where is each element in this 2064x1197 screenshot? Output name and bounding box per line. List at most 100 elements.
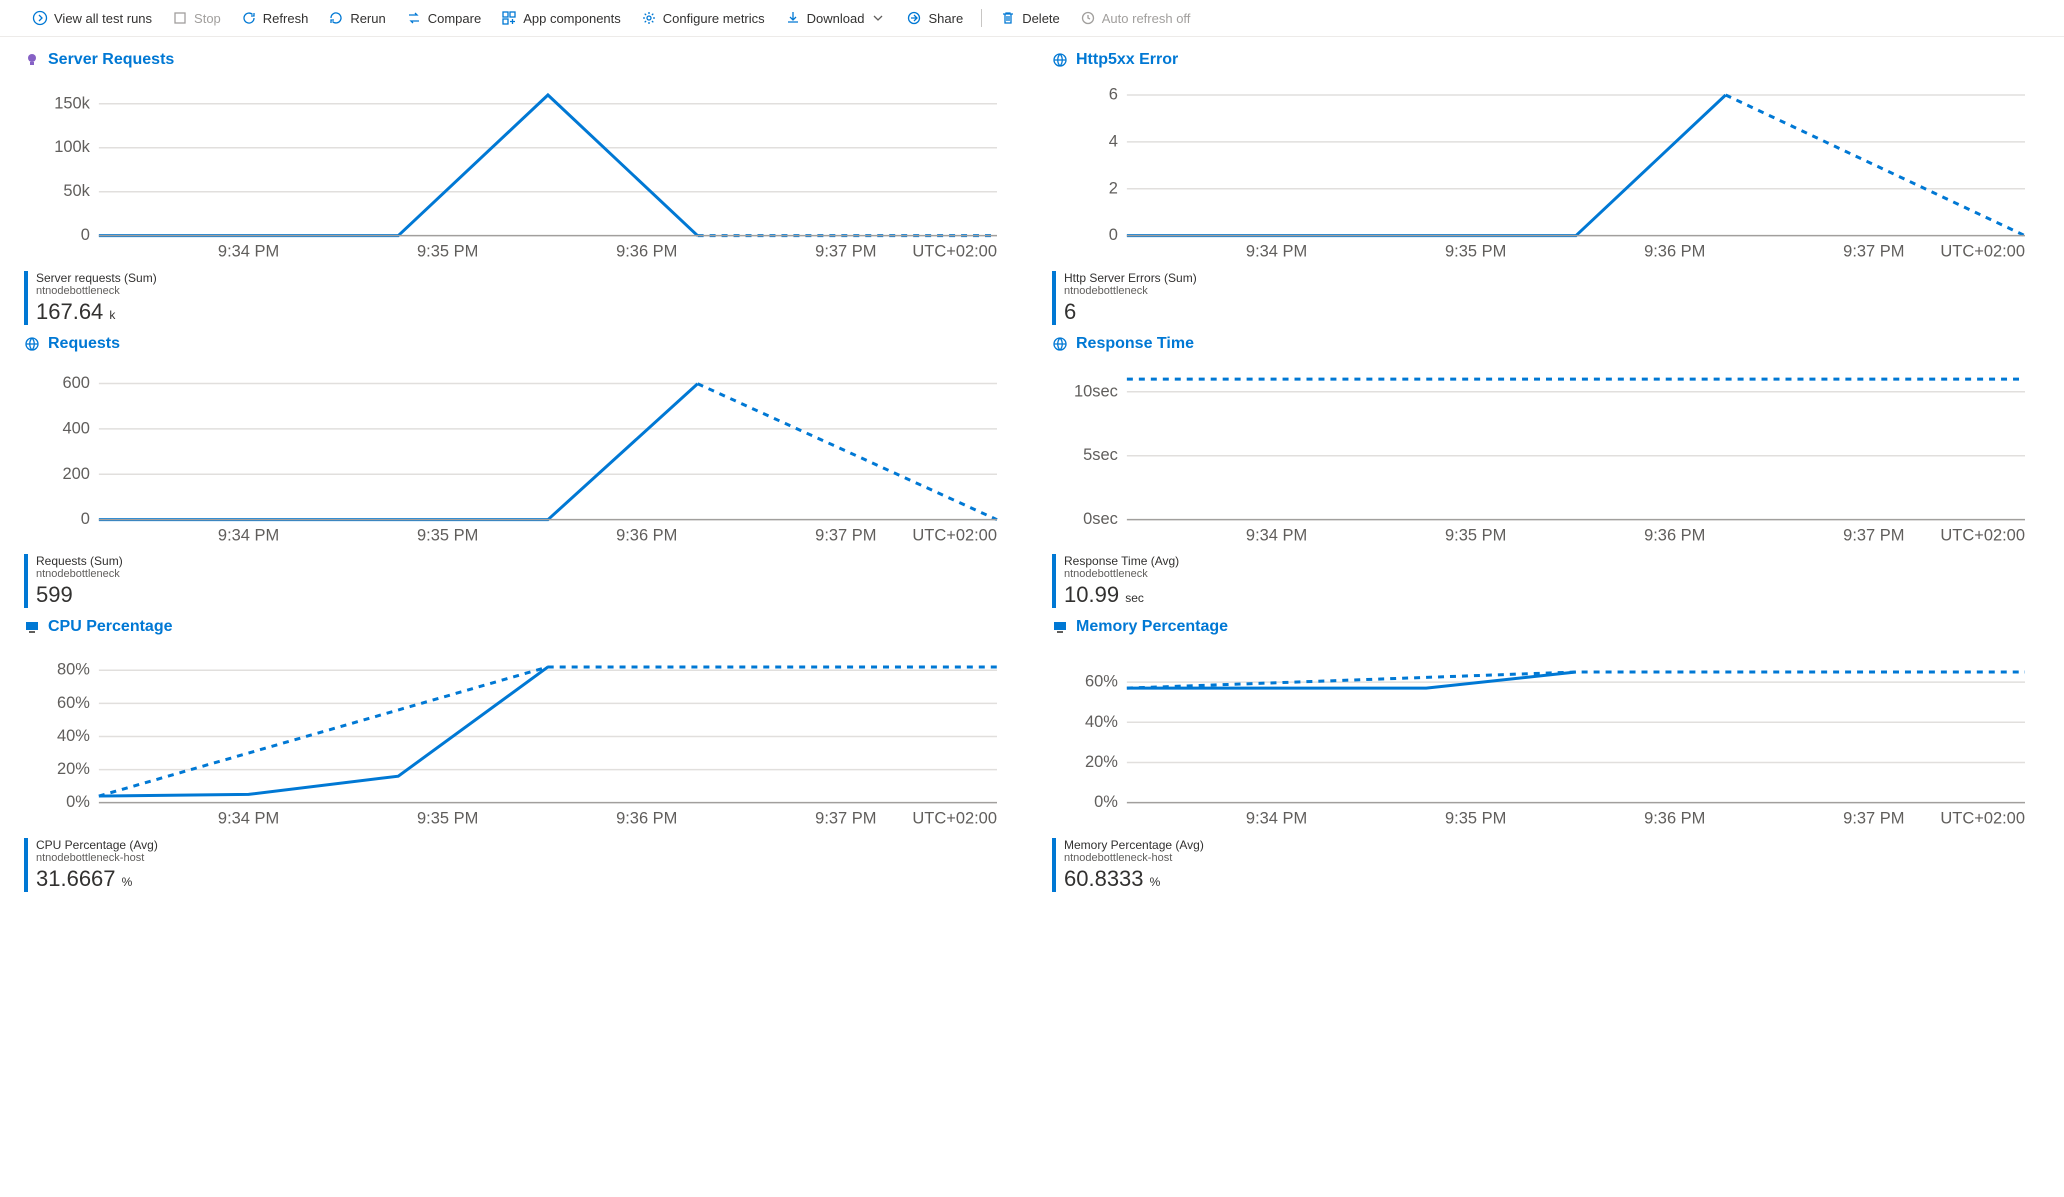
panel-header: Response Time (1052, 335, 2040, 353)
button-label: Refresh (263, 11, 309, 26)
svg-text:9:37 PM: 9:37 PM (815, 526, 876, 544)
compare-button[interactable]: Compare (398, 4, 489, 32)
panel-title[interactable]: Http5xx Error (1076, 51, 1178, 69)
delete-icon (1000, 10, 1016, 26)
metric-block: Requests (Sum)ntnodebottleneck 599 (24, 554, 1012, 608)
stop-button: Stop (164, 4, 229, 32)
svg-text:4: 4 (1109, 132, 1118, 150)
svg-text:9:37 PM: 9:37 PM (1843, 810, 1904, 828)
compare-icon (406, 10, 422, 26)
metric-name: Server requests (Sum) (36, 271, 157, 285)
metric-accent-bar (1052, 554, 1056, 608)
metric-source: ntnodebottleneck (1064, 285, 1197, 297)
toolbar: View all test runsStop Refresh Rerun Compar… (0, 0, 2064, 37)
metric-unit: % (122, 875, 133, 889)
svg-text:UTC+02:00: UTC+02:00 (1940, 526, 2025, 544)
share-button[interactable]: Share (898, 4, 971, 32)
svg-text:9:37 PM: 9:37 PM (815, 810, 876, 828)
button-label: Configure metrics (663, 11, 765, 26)
svg-text:6: 6 (1109, 85, 1118, 103)
metric-value: 6 (1064, 299, 1197, 325)
rerun-icon (328, 10, 344, 26)
metric-unit: % (1150, 875, 1161, 889)
svg-text:9:34 PM: 9:34 PM (1246, 243, 1307, 261)
globe-icon (1052, 52, 1068, 68)
svg-text:9:36 PM: 9:36 PM (1644, 526, 1705, 544)
svg-text:9:37 PM: 9:37 PM (1843, 243, 1904, 261)
metric-name: Http Server Errors (Sum) (1064, 271, 1197, 285)
rerun-button[interactable]: Rerun (320, 4, 393, 32)
share-icon (906, 10, 922, 26)
svg-text:9:35 PM: 9:35 PM (417, 526, 478, 544)
globe-icon (1052, 336, 1068, 352)
svg-text:0sec: 0sec (1083, 510, 1118, 528)
metric-block: Http Server Errors (Sum)ntnodebottleneck… (1052, 271, 2040, 325)
svg-text:0%: 0% (66, 793, 90, 811)
panel-title[interactable]: CPU Percentage (48, 618, 173, 636)
svg-text:UTC+02:00: UTC+02:00 (1940, 810, 2025, 828)
panel-title[interactable]: Server Requests (48, 51, 174, 69)
svg-text:9:35 PM: 9:35 PM (1445, 810, 1506, 828)
svg-text:9:35 PM: 9:35 PM (417, 810, 478, 828)
svg-text:5sec: 5sec (1083, 446, 1118, 464)
svg-text:0: 0 (81, 510, 90, 528)
panel-title[interactable]: Memory Percentage (1076, 618, 1228, 636)
panel-header: Requests (24, 335, 1012, 353)
svg-text:60%: 60% (57, 694, 90, 712)
metric-source: ntnodebottleneck (36, 568, 123, 580)
auto-refresh-button: Auto refresh off (1072, 4, 1199, 32)
metric-panel: Response Time0sec5sec10sec9:34 PM9:35 PM… (1052, 335, 2040, 609)
metric-value: 10.99 sec (1064, 582, 1179, 608)
panel-header: Server Requests (24, 51, 1012, 69)
components-icon (501, 10, 517, 26)
svg-text:40%: 40% (1085, 713, 1118, 731)
panel-header: Memory Percentage (1052, 618, 2040, 636)
chevron-down-icon (870, 10, 886, 26)
panel-title[interactable]: Requests (48, 335, 120, 353)
refresh-icon (241, 10, 257, 26)
metric-accent-bar (1052, 271, 1056, 325)
clock-icon (1080, 10, 1096, 26)
metric-value: 167.64 k (36, 299, 157, 325)
panel-title[interactable]: Response Time (1076, 335, 1194, 353)
metric-panel: Requests02004006009:34 PM9:35 PM9:36 PM9… (24, 335, 1012, 609)
view-all-button[interactable]: View all test runs (24, 4, 160, 32)
metric-name: CPU Percentage (Avg) (36, 838, 158, 852)
button-label: App components (523, 11, 621, 26)
svg-text:UTC+02:00: UTC+02:00 (912, 243, 997, 261)
line-chart: 02004006009:34 PM9:35 PM9:36 PM9:37 PMUT… (24, 367, 1012, 547)
svg-text:9:36 PM: 9:36 PM (616, 810, 677, 828)
svg-text:60%: 60% (1085, 673, 1118, 691)
button-label: Rerun (350, 11, 385, 26)
metric-accent-bar (24, 838, 28, 892)
button-label: Auto refresh off (1102, 11, 1191, 26)
svg-text:80%: 80% (57, 661, 90, 679)
gear-icon (641, 10, 657, 26)
metric-accent-bar (1052, 838, 1056, 892)
svg-text:2: 2 (1109, 179, 1118, 197)
metric-value: 599 (36, 582, 123, 608)
svg-text:9:34 PM: 9:34 PM (1246, 526, 1307, 544)
panel-header: CPU Percentage (24, 618, 1012, 636)
line-chart: 0%20%40%60%9:34 PM9:35 PM9:36 PM9:37 PMU… (1052, 650, 2040, 830)
arrow-icon (32, 10, 48, 26)
panel-header: Http5xx Error (1052, 51, 2040, 69)
svg-text:9:36 PM: 9:36 PM (1644, 810, 1705, 828)
svg-text:9:36 PM: 9:36 PM (616, 526, 677, 544)
metric-name: Requests (Sum) (36, 554, 123, 568)
app-components-button[interactable]: App components (493, 4, 629, 32)
metric-source: ntnodebottleneck-host (36, 852, 158, 864)
metric-accent-bar (24, 271, 28, 325)
refresh-button[interactable]: Refresh (233, 4, 317, 32)
svg-text:9:35 PM: 9:35 PM (1445, 243, 1506, 261)
metric-source: ntnodebottleneck (36, 285, 157, 297)
svg-text:9:34 PM: 9:34 PM (218, 810, 279, 828)
svg-text:0%: 0% (1094, 793, 1118, 811)
button-label: Share (928, 11, 963, 26)
delete-button[interactable]: Delete (992, 4, 1068, 32)
vm-icon (24, 619, 40, 635)
configure-button[interactable]: Configure metrics (633, 4, 773, 32)
download-button[interactable]: Download (777, 4, 895, 32)
svg-text:9:35 PM: 9:35 PM (417, 243, 478, 261)
metric-unit: sec (1125, 591, 1144, 605)
